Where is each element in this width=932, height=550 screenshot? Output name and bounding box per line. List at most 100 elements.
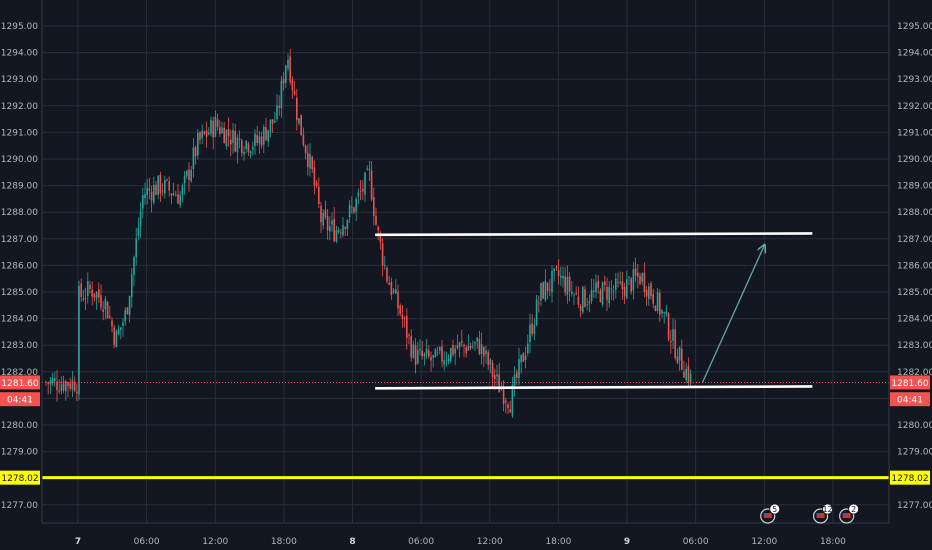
candle-body	[348, 205, 351, 217]
candle-body	[315, 182, 318, 186]
price-tag-box	[890, 375, 930, 390]
candle-body	[687, 365, 690, 383]
y-tick-label-right: 1279.00	[897, 448, 932, 458]
candle-body	[434, 349, 437, 358]
candle-body	[571, 291, 573, 294]
candle-body	[535, 299, 538, 326]
candle-body	[164, 179, 166, 194]
price-tag-box	[890, 470, 930, 485]
price-tag-label: 1281.60	[1, 379, 38, 389]
candle-body	[203, 131, 206, 134]
candle-body	[432, 355, 434, 358]
candle-body	[412, 344, 415, 358]
candle-body	[599, 290, 602, 303]
candle-body	[78, 285, 80, 395]
candle-body	[652, 293, 654, 304]
candle-body	[351, 207, 353, 209]
candle-body	[291, 79, 294, 91]
candle-body	[476, 337, 478, 342]
candle-body	[685, 368, 687, 381]
candle-body	[531, 323, 533, 335]
candle-body	[65, 381, 67, 392]
x-axis[interactable]: 7 06:00 12:00 18:00 8 06:00 12:00 18:00 9 06:00 12…	[75, 537, 846, 547]
candle-body	[643, 272, 646, 293]
event-badges[interactable]: 5 12 2	[760, 503, 860, 524]
candle-body	[472, 346, 474, 348]
price-tag-box	[890, 392, 930, 407]
candle-body	[491, 362, 494, 378]
candle-body	[584, 289, 586, 307]
y-tick-label-right: 1289.00	[897, 182, 932, 192]
x-tick-label: 12:00	[477, 537, 503, 547]
y-tick-label-left: 1290.00	[1, 155, 38, 165]
candle-body	[560, 275, 562, 278]
chart-grid	[42, 0, 889, 523]
candle-body	[278, 106, 280, 108]
candle-body	[425, 348, 428, 355]
candle-body	[329, 226, 331, 232]
candle-body	[403, 317, 406, 319]
candle-body	[106, 301, 109, 319]
candle-body	[654, 305, 657, 311]
y-tick-label-left: 1280.00	[1, 421, 38, 431]
y-tick-label-left: 1277.00	[1, 501, 38, 511]
y-tick-label-left: 1283.00	[1, 341, 38, 351]
candle-body	[586, 304, 588, 306]
y-axis-left[interactable]: 1295.00 1294.00 1293.00 1292.00 1291.00 1290.…	[1, 22, 38, 511]
candle-body	[144, 194, 146, 199]
candle-body	[551, 270, 553, 293]
candle-body	[423, 353, 426, 357]
candle-body	[626, 279, 628, 299]
x-tick-label: 7	[75, 537, 81, 547]
candle-body	[289, 56, 291, 83]
badge-count: 5	[772, 505, 777, 514]
candle-body	[617, 281, 619, 283]
candle-body	[139, 211, 142, 227]
candle-body	[469, 345, 472, 349]
y-tick-label-left: 1284.00	[1, 315, 38, 325]
y-tick-label-left: 1295.00	[1, 22, 38, 32]
candle-body	[113, 327, 115, 345]
candle-body	[170, 193, 173, 196]
candle-body	[47, 382, 49, 384]
candle-body	[549, 288, 551, 290]
x-tick-label: 06:00	[683, 537, 709, 547]
candle-body	[122, 322, 124, 326]
candle-body	[263, 126, 265, 145]
candle-body	[639, 275, 641, 284]
candle-body	[366, 168, 368, 170]
candle-body	[656, 292, 659, 311]
price-tags: 1281.60 1281.60 04:41 04:41 1278.02 1278.02	[0, 375, 930, 485]
candle-body	[225, 130, 228, 146]
y-tick-label-left: 1285.00	[1, 288, 38, 298]
candle-body	[161, 190, 164, 192]
x-tick-label: 06:00	[408, 537, 434, 547]
candle-body	[505, 400, 507, 403]
candle-body	[630, 278, 632, 292]
candle-body	[507, 404, 509, 409]
candle-body	[683, 371, 685, 378]
candle-body	[318, 186, 320, 205]
candle-body	[634, 268, 637, 276]
flag-icon-stripe	[763, 513, 772, 518]
candle-body	[454, 348, 456, 354]
candle-body	[659, 292, 661, 315]
candle-body	[311, 156, 313, 170]
y-tick-label-right: 1283.00	[897, 341, 932, 351]
candle-body	[553, 268, 555, 272]
candle-body	[562, 275, 564, 279]
candle-body	[230, 139, 232, 145]
candle-body	[212, 120, 214, 138]
candle-body	[546, 282, 549, 291]
candle-body	[188, 169, 190, 181]
candle-body	[676, 356, 679, 364]
candle-body	[388, 282, 390, 285]
price-tag-box	[0, 470, 40, 485]
badge-count-bubble	[848, 503, 860, 515]
y-axis-right[interactable]: 1295.00 1294.00 1293.00 1292.00 1291.00 1290.…	[897, 22, 932, 511]
candle-body	[665, 311, 668, 315]
candle-body	[533, 324, 536, 334]
candle-body	[606, 287, 608, 300]
candle-body	[461, 340, 463, 343]
